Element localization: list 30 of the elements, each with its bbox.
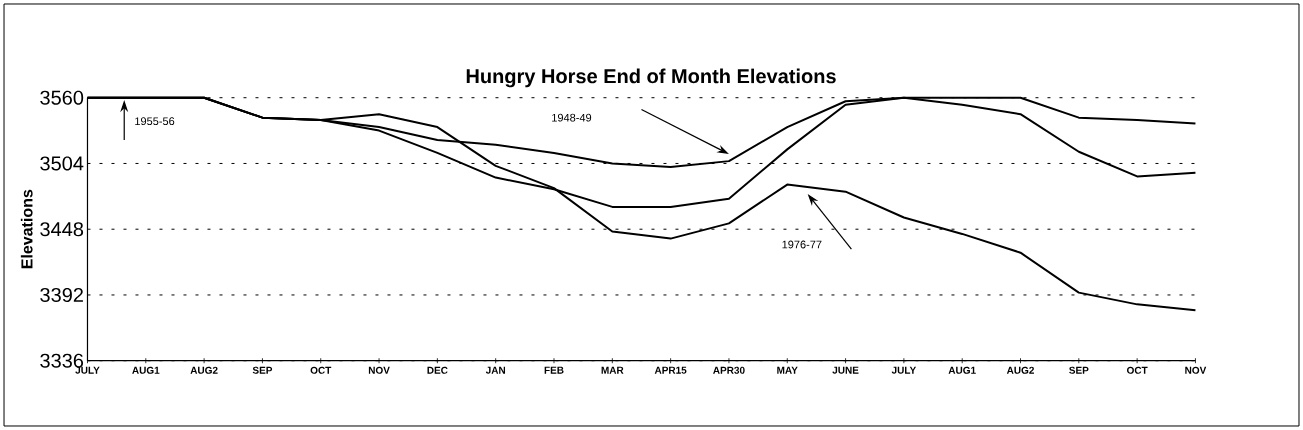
- y-axis-title: Elevations: [20, 189, 33, 269]
- annotation: 1948-49: [552, 113, 592, 122]
- x-tick-label: MAR: [601, 366, 624, 374]
- x-tick-label: OCT: [1126, 366, 1148, 374]
- y-tick-label: 3392: [40, 287, 83, 303]
- chart-title: Hungry Horse End of Month Elevations: [466, 68, 836, 88]
- x-tick-label: APR30: [713, 366, 745, 374]
- x-tick-label: OCT: [310, 366, 332, 374]
- x-tick-label: JULY: [75, 366, 100, 374]
- y-tick-label: 3560: [40, 90, 84, 105]
- x-tick-label: JULY: [891, 366, 917, 374]
- x-tick-label: AUG1: [132, 366, 160, 374]
- x-tick-label: MAY: [777, 366, 798, 374]
- x-tick-label: SEP: [252, 366, 273, 374]
- y-tick-label: 3504: [40, 156, 84, 171]
- x-tick-label: AUG2: [190, 366, 218, 374]
- x-tick-label: FEB: [544, 366, 564, 374]
- x-tick-label: APR15: [654, 366, 687, 374]
- x-tick-label: NOV: [1185, 366, 1207, 374]
- x-tick-label: JAN: [485, 366, 506, 374]
- y-tick-label: 3336: [40, 353, 84, 368]
- annotation: 1955-56: [135, 117, 175, 126]
- x-tick-label: AUG1: [948, 366, 976, 374]
- x-tick-label: NOV: [368, 366, 390, 374]
- x-tick-label: SEP: [1069, 366, 1089, 374]
- annotation: 1976-77: [782, 240, 822, 249]
- x-tick-label: DEC: [427, 366, 448, 374]
- x-tick-label: AUG2: [1006, 366, 1034, 374]
- y-tick-label: 3448: [40, 222, 84, 237]
- x-tick-label: JUNE: [832, 366, 859, 374]
